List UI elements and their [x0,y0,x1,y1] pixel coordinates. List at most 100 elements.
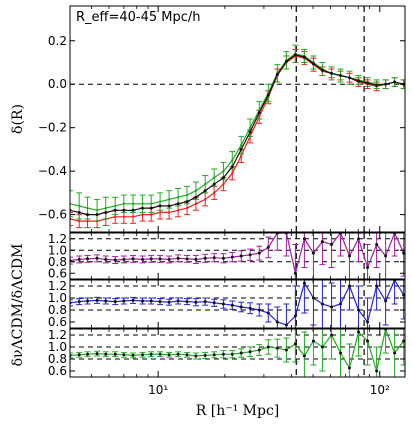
plot-area [70,280,405,328]
data-point [114,215,117,218]
data-point [347,254,351,258]
data-point [167,353,171,357]
data-point [402,251,405,255]
data-point [213,191,216,195]
y-tick-label: 1.0 [48,340,67,354]
data-point [149,257,153,261]
data-point [167,257,171,261]
data-point [302,55,306,59]
plot-area [70,329,405,377]
data-point [375,83,379,87]
data-point [302,237,306,241]
ratio-axis-label: δνΛCDM/δΛCDM [10,244,26,367]
data-point [375,284,379,288]
data-point [158,352,162,356]
data-point [77,210,81,214]
data-point [113,300,117,304]
data-point [311,62,315,66]
data-point [167,204,171,208]
data-point [131,202,135,205]
data-point [275,320,279,324]
data-point [338,74,342,78]
data-point [320,302,324,306]
data-point [212,353,216,357]
data-point [194,189,198,192]
data-point [158,211,162,214]
data-point [230,303,234,307]
data-point [248,126,252,129]
data-point [149,202,153,205]
data-point [176,196,180,199]
data-point [104,210,108,214]
data-point [213,176,216,179]
y-tick-label: 0.6 [48,315,67,329]
data-point [122,202,126,205]
data-point [185,200,189,204]
data-point [158,257,162,261]
panel-1: 0.2 0.0 −0.2 −0.4 −0.6 R_eff=40-45 Mpc/h δ(R) [10,5,406,233]
series-line [70,233,405,274]
data-point [248,306,252,310]
data-point [293,53,297,57]
plot-area [70,6,405,232]
series-3 [70,53,405,217]
data-point [203,182,207,186]
data-point [320,240,324,244]
data-point [77,353,81,357]
data-point [222,182,225,186]
data-point [231,172,234,175]
data-point [231,159,234,162]
data-point [86,352,90,356]
x-axis-label: R [h⁻¹ Mpc] [196,403,280,419]
data-point [86,213,90,217]
series-2 [70,44,405,222]
y-tick-label: 1.2 [48,328,67,342]
data-point [221,176,225,180]
data-point [194,195,198,199]
data-point [104,299,108,303]
data-point [239,351,243,355]
data-point [347,284,351,288]
data-point [248,130,252,134]
panel-frame [69,279,406,329]
data-point [366,320,370,324]
data-point [203,256,207,260]
data-point [114,204,117,208]
panel-annotation: R_eff=40-45 Mpc/h [76,10,201,25]
data-point [141,213,144,216]
data-point [330,333,334,337]
data-point [393,351,397,355]
data-point [338,302,342,306]
data-point [248,350,252,354]
data-point [141,202,144,205]
data-point [104,257,108,261]
data-point [330,243,334,246]
data-point [176,256,180,260]
data-point [77,204,81,208]
data-point [86,299,90,303]
data-point [104,206,107,210]
series-1 [70,48,405,229]
data-point [149,213,153,216]
data-point [203,300,207,304]
y-tick-label: 1.0 [48,243,67,257]
data-point [194,202,198,205]
data-point [167,300,171,304]
plot-area [70,233,405,279]
data-point [113,258,117,262]
data-point [194,354,198,358]
data-point [330,305,334,309]
data-point [141,257,145,261]
series-line [70,280,405,326]
data-point [185,206,189,210]
data-point [122,215,126,218]
y-tick-label: 0.8 [48,255,67,269]
data-point [311,251,315,255]
data-point [149,299,153,303]
data-point [131,353,135,357]
data-point [203,198,207,201]
data-point [230,352,234,356]
data-point [203,353,207,357]
data-point [185,300,189,304]
series-line [70,329,405,372]
